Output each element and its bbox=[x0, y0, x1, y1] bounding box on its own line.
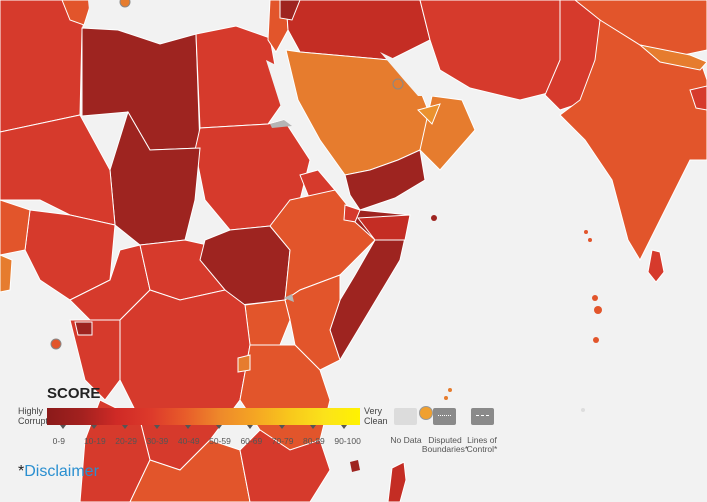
legend-right-label-line2: Clean bbox=[364, 416, 388, 426]
legend-tick-label: 20-29 bbox=[115, 436, 137, 446]
region-kenya bbox=[284, 274, 341, 371]
region-yemen bbox=[344, 149, 426, 211]
disclaimer-link[interactable]: Disclaimer bbox=[24, 463, 99, 480]
legend-tick-label: 40-49 bbox=[177, 436, 200, 446]
region-sri-lanka bbox=[647, 249, 665, 283]
legend-tick-label: 70-79 bbox=[271, 436, 294, 446]
lines-of-control-swatch bbox=[471, 408, 494, 425]
legend-right-label: Very Clean bbox=[364, 406, 388, 426]
legend-tick-mark bbox=[184, 425, 191, 429]
no-data-swatch bbox=[394, 408, 417, 425]
disclaimer-asterisk: * bbox=[18, 463, 25, 480]
bahrain-dot bbox=[392, 78, 404, 90]
legend-tick-mark bbox=[153, 425, 160, 429]
region-nepal bbox=[638, 44, 707, 71]
legend-tick-label: 30-39 bbox=[146, 436, 169, 446]
legend-tick-label: 0-9 bbox=[52, 436, 65, 446]
lines-of-control-label: Lines of Control* bbox=[460, 436, 504, 454]
legend-tick-mark bbox=[341, 425, 348, 429]
legend-left-label: Highly Corrupt bbox=[18, 406, 48, 426]
lines-of-control-label-line2: Control* bbox=[466, 444, 498, 454]
disputed-label-line1: Disputed bbox=[428, 435, 462, 445]
legend-tick-label: 50-59 bbox=[209, 436, 231, 446]
region-uae bbox=[417, 103, 441, 125]
no-data-label: No Data bbox=[390, 435, 422, 445]
disputed-boundaries-swatch bbox=[433, 408, 456, 425]
lines-of-control-label-line1: Lines of bbox=[467, 435, 497, 445]
region-algeria bbox=[0, 0, 91, 133]
legend-tick-label: 80-89 bbox=[303, 436, 325, 446]
region-tunisia bbox=[61, 0, 93, 26]
legend-tick-mark bbox=[310, 425, 317, 429]
region-madagascar bbox=[387, 461, 407, 502]
disputed-label-line2: Boundaries* bbox=[421, 444, 469, 454]
disclaimer: *Disclaimer bbox=[18, 463, 99, 481]
legend-tick-label: 60-69 bbox=[240, 436, 263, 446]
legend-title: SCORE bbox=[47, 385, 101, 402]
legend-tick-label: 10-19 bbox=[83, 436, 106, 446]
legend-tick-mark bbox=[122, 425, 129, 429]
region-syria-iraq bbox=[285, 0, 431, 61]
disputed-label: Disputed Boundaries* bbox=[420, 436, 470, 454]
island-marker-icon bbox=[419, 406, 433, 420]
legend-left-label-line2: Corrupt bbox=[18, 416, 49, 426]
legend-tick-mark bbox=[59, 425, 66, 429]
legend-tick-mark bbox=[90, 425, 97, 429]
legend-tick-label: 90-100 bbox=[334, 436, 361, 446]
legend-left-label-line1: Highly bbox=[18, 406, 44, 416]
legend-tick-mark bbox=[247, 425, 254, 429]
legend-tick-mark bbox=[216, 425, 223, 429]
legend-right-label-line1: Very bbox=[364, 406, 383, 416]
score-gradient-bar bbox=[47, 408, 360, 425]
legend-tick-mark bbox=[278, 425, 285, 429]
